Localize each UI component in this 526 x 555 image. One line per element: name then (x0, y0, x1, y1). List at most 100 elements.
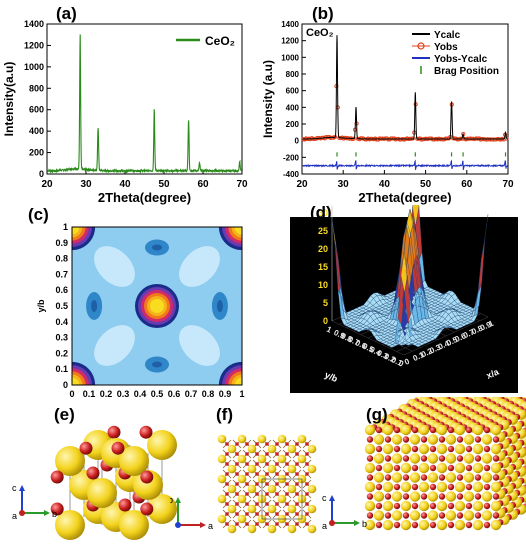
y-tick-label: 0 (63, 380, 68, 390)
c-axis-dot (175, 522, 181, 528)
o-atom (466, 503, 472, 509)
o-atom (295, 492, 299, 496)
ce-atom (455, 501, 465, 511)
ce-atom (383, 501, 393, 511)
x-tick-label: 0.2 (100, 389, 113, 397)
legend-label: Yobs-Ycalc (434, 54, 488, 65)
o-atom (484, 522, 490, 528)
o-atom (412, 522, 418, 528)
ce-atom (268, 465, 277, 474)
chart-annotation: CeO₂ (306, 27, 334, 39)
o-atom (403, 455, 409, 461)
o-atom (225, 512, 229, 516)
ce-atom (308, 485, 317, 494)
o-atom (367, 493, 373, 499)
x-tick-label: 0.9 (219, 389, 232, 397)
y-tick-label: 0.5 (55, 301, 68, 311)
x-tick-label: 0.4 (134, 389, 147, 397)
horizontal-axis-arrowhead (44, 510, 50, 516)
ce-atom (248, 525, 257, 534)
o-atom (493, 474, 499, 480)
o-atom (275, 502, 279, 506)
ce-atom (455, 425, 465, 435)
ce-atom (401, 520, 411, 530)
o-atom (448, 503, 454, 509)
ce-atom (428, 472, 438, 482)
o-atom (235, 472, 239, 476)
ce-atom (278, 495, 287, 504)
ce-atom (455, 520, 465, 530)
o-atom (295, 502, 299, 506)
o-atom (466, 446, 472, 452)
c-axis-arrowhead (19, 485, 25, 491)
o-atom (295, 522, 299, 526)
contour-minimum-core (152, 361, 162, 367)
o-atom (493, 436, 499, 442)
o-atom (255, 462, 259, 466)
ce-atom (298, 455, 307, 464)
ce-atom (446, 472, 456, 482)
o-atom (265, 492, 269, 496)
ce-atom (482, 434, 492, 444)
y-tick-label: 1200 (281, 37, 299, 46)
o-atom (295, 482, 299, 486)
x-tick-label: 30 (80, 179, 92, 190)
y-tick-label: 200 (286, 120, 300, 129)
ce-atom (383, 425, 393, 435)
o-atom (484, 427, 490, 433)
ce-atom (374, 472, 384, 482)
y-tick-label: 0.9 (55, 238, 68, 248)
o-atom (140, 503, 153, 516)
o-atom (457, 474, 463, 480)
o-atom (285, 522, 289, 526)
ce-atom (268, 445, 277, 454)
o-atom (235, 502, 239, 506)
ce-atom (464, 434, 474, 444)
o-atom (108, 426, 121, 439)
ce-atom (383, 444, 393, 454)
ce-atom (428, 491, 438, 501)
x-tick-label: 60 (197, 179, 209, 190)
y-axis-label: Intensity(a.u) (2, 62, 16, 137)
o-atom (285, 492, 289, 496)
x-axis-label: 2Theta(degree) (358, 190, 451, 205)
ce-atom (491, 501, 501, 511)
y-tick-label: 1400 (281, 20, 299, 29)
o-atom (385, 455, 391, 461)
x-tick-label: 50 (158, 179, 170, 190)
z-tick-label: 5 (323, 298, 328, 308)
ce-atom (228, 465, 237, 474)
o-atom (403, 436, 409, 442)
ce-atom (238, 495, 247, 504)
o-atom (295, 512, 299, 516)
ce-atom (268, 505, 277, 514)
o-atom (245, 492, 249, 496)
panel-label-d: (d) (310, 203, 332, 223)
y-tick-label: 0.1 (55, 364, 68, 374)
x-tick-label: 0.1 (83, 389, 96, 397)
ce-atom (258, 435, 267, 444)
ce-atom (473, 482, 483, 492)
o-atom (394, 522, 400, 528)
o-atom (285, 472, 289, 476)
o-atom (466, 484, 472, 490)
o-atom (265, 442, 269, 446)
ce-atom (298, 435, 307, 444)
y-tick-label: 0.3 (55, 333, 68, 343)
ce-atom (419, 482, 429, 492)
o-atom (235, 492, 239, 496)
o-atom (285, 512, 289, 516)
o-atom (265, 482, 269, 486)
ce-atom (218, 475, 227, 484)
ce-atom (248, 445, 257, 454)
horizontal-axis-label: b (362, 519, 367, 529)
o-atom (430, 522, 436, 528)
c-axis-label: c (322, 493, 327, 503)
o-atom (412, 427, 418, 433)
o-atom (265, 522, 269, 526)
ce-atom (455, 444, 465, 454)
ce-atom (288, 485, 297, 494)
o-atom (376, 427, 382, 433)
o-atom (275, 472, 279, 476)
